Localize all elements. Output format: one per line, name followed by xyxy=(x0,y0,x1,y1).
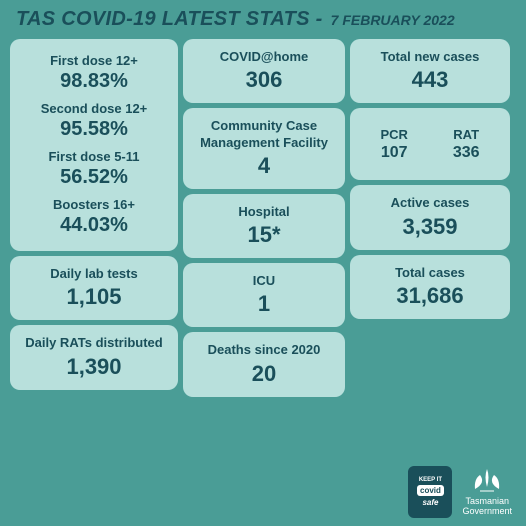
pcr-col: PCR 107 xyxy=(380,127,407,162)
rat-value: 336 xyxy=(453,144,480,162)
tas-gov-icon xyxy=(472,467,502,495)
tas-gov-line2: Government xyxy=(462,507,512,517)
card-value: 1 xyxy=(191,291,337,317)
footer: KEEP IT covid safe Tasmanian Government xyxy=(408,466,512,518)
pcr-value: 107 xyxy=(380,144,407,162)
card-value: 1,390 xyxy=(18,354,170,380)
vax-row: First dose 12+ 98.83% xyxy=(18,53,170,93)
card-label: Daily RATs distributed xyxy=(18,335,170,351)
header: TAS COVID-19 LATEST STATS - 7 FEBRUARY 2… xyxy=(10,8,516,31)
card-label: Total new cases xyxy=(358,49,502,65)
card-label: Total cases xyxy=(358,265,502,281)
column-2: COVID@home 306 Community Case Management… xyxy=(183,39,345,397)
card-label: Community Case Management Facility xyxy=(191,118,337,151)
vax-label: Boosters 16+ xyxy=(18,197,170,212)
card-label: Hospital xyxy=(191,204,337,220)
column-3: Total new cases 443 PCR 107 RAT 336 Acti… xyxy=(350,39,510,397)
card-label: Daily lab tests xyxy=(18,266,170,282)
rats-distributed-card: Daily RATs distributed 1,390 xyxy=(10,325,178,389)
card-value: 15* xyxy=(191,222,337,248)
icu-card: ICU 1 xyxy=(183,263,345,327)
card-value: 443 xyxy=(358,67,502,93)
covidsafe-covid: covid xyxy=(417,485,444,496)
card-value: 20 xyxy=(191,361,337,387)
covidsafe-keep: KEEP IT xyxy=(419,477,442,483)
stats-page: TAS COVID-19 LATEST STATS - 7 FEBRUARY 2… xyxy=(0,0,526,526)
page-title: TAS COVID-19 LATEST STATS - xyxy=(16,8,323,31)
covidsafe-logo: KEEP IT covid safe xyxy=(408,466,452,518)
card-value: 306 xyxy=(191,67,337,93)
vax-value: 56.52% xyxy=(18,166,170,189)
vaccination-card: First dose 12+ 98.83% Second dose 12+ 95… xyxy=(10,39,178,251)
stats-grid: First dose 12+ 98.83% Second dose 12+ 95… xyxy=(10,39,516,397)
ccmf-card: Community Case Management Facility 4 xyxy=(183,108,345,189)
vax-label: First dose 5-11 xyxy=(18,149,170,164)
pcr-label: PCR xyxy=(380,127,407,142)
total-cases-card: Total cases 31,686 xyxy=(350,255,510,319)
vax-value: 98.83% xyxy=(18,70,170,93)
covid-home-card: COVID@home 306 xyxy=(183,39,345,103)
card-value: 1,105 xyxy=(18,284,170,310)
pcr-rat-split: PCR 107 RAT 336 xyxy=(358,127,502,162)
covidsafe-safe: safe xyxy=(422,498,438,507)
vax-row: Boosters 16+ 44.03% xyxy=(18,197,170,237)
vax-label: First dose 12+ xyxy=(18,53,170,68)
card-value: 3,359 xyxy=(358,214,502,240)
card-value: 31,686 xyxy=(358,283,502,309)
card-label: Deaths since 2020 xyxy=(191,342,337,358)
rat-col: RAT 336 xyxy=(453,127,480,162)
vax-row: First dose 5-11 56.52% xyxy=(18,149,170,189)
rat-label: RAT xyxy=(453,127,480,142)
active-cases-card: Active cases 3,359 xyxy=(350,185,510,249)
hospital-card: Hospital 15* xyxy=(183,194,345,258)
card-label: Active cases xyxy=(358,195,502,211)
lab-tests-card: Daily lab tests 1,105 xyxy=(10,256,178,320)
vax-row: Second dose 12+ 95.58% xyxy=(18,101,170,141)
pcr-rat-card: PCR 107 RAT 336 xyxy=(350,108,510,180)
vax-label: Second dose 12+ xyxy=(18,101,170,116)
page-date: 7 FEBRUARY 2022 xyxy=(331,12,455,28)
card-value: 4 xyxy=(191,153,337,179)
vax-value: 95.58% xyxy=(18,118,170,141)
card-label: ICU xyxy=(191,273,337,289)
new-cases-card: Total new cases 443 xyxy=(350,39,510,103)
deaths-card: Deaths since 2020 20 xyxy=(183,332,345,396)
column-1: First dose 12+ 98.83% Second dose 12+ 95… xyxy=(10,39,178,397)
vax-value: 44.03% xyxy=(18,214,170,237)
tas-gov-logo: Tasmanian Government xyxy=(462,467,512,517)
card-label: COVID@home xyxy=(191,49,337,65)
